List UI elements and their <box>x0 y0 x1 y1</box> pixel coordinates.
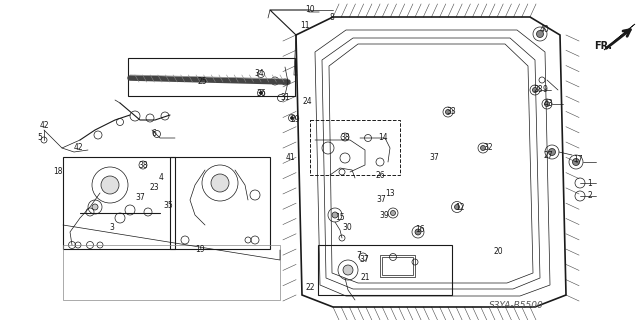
Text: FR.: FR. <box>594 41 612 51</box>
Text: 25: 25 <box>197 77 207 86</box>
Bar <box>170 157 270 249</box>
Circle shape <box>481 146 486 150</box>
Text: 8: 8 <box>330 13 334 22</box>
Text: 4: 4 <box>159 173 163 182</box>
Text: 30: 30 <box>342 223 352 233</box>
Text: 41: 41 <box>285 154 295 163</box>
Text: 18: 18 <box>53 167 63 177</box>
Text: 20: 20 <box>493 247 503 257</box>
Text: 1: 1 <box>588 179 593 188</box>
Bar <box>382 257 413 275</box>
Text: 36: 36 <box>256 89 266 98</box>
Text: 12: 12 <box>455 203 465 212</box>
Text: S3YA-B5500: S3YA-B5500 <box>488 300 543 309</box>
Text: 14: 14 <box>378 133 388 142</box>
Text: 39: 39 <box>379 211 389 220</box>
Text: 28: 28 <box>533 85 543 94</box>
Text: 33: 33 <box>446 108 456 116</box>
Text: 42: 42 <box>73 143 83 153</box>
Circle shape <box>454 204 460 210</box>
Text: 27: 27 <box>543 150 553 159</box>
Text: 24: 24 <box>302 98 312 107</box>
Text: 10: 10 <box>305 5 315 14</box>
Circle shape <box>92 204 98 210</box>
Text: 31: 31 <box>280 93 290 102</box>
Circle shape <box>259 92 262 94</box>
Text: 3: 3 <box>109 223 115 233</box>
Text: 26: 26 <box>375 171 385 180</box>
Circle shape <box>532 87 538 92</box>
Bar <box>318 245 452 295</box>
Text: 2: 2 <box>588 191 593 201</box>
Text: 40: 40 <box>540 26 550 35</box>
Bar <box>63 157 175 249</box>
Circle shape <box>536 30 543 37</box>
Text: 37: 37 <box>135 194 145 203</box>
Text: 7: 7 <box>356 251 362 260</box>
Text: 13: 13 <box>385 188 395 197</box>
Bar <box>310 120 400 175</box>
Text: 37: 37 <box>429 153 439 162</box>
Bar <box>63 245 280 300</box>
Text: 37: 37 <box>359 255 369 265</box>
Circle shape <box>211 174 229 192</box>
Circle shape <box>548 148 556 156</box>
Text: 38: 38 <box>340 132 350 141</box>
Text: 32: 32 <box>483 143 493 153</box>
Text: 17: 17 <box>573 156 583 164</box>
Text: 9: 9 <box>543 85 547 94</box>
Text: 11: 11 <box>300 21 310 30</box>
Circle shape <box>101 176 119 194</box>
Circle shape <box>343 265 353 275</box>
Text: 21: 21 <box>360 274 370 283</box>
Bar <box>128 58 295 96</box>
Circle shape <box>332 212 338 218</box>
Text: 37: 37 <box>376 196 386 204</box>
Circle shape <box>390 211 396 215</box>
Text: 35: 35 <box>163 201 173 210</box>
Text: 38: 38 <box>138 161 148 170</box>
Text: 16: 16 <box>415 226 425 235</box>
Bar <box>380 255 415 277</box>
Circle shape <box>445 109 451 115</box>
Polygon shape <box>604 24 635 50</box>
Circle shape <box>545 101 550 107</box>
Circle shape <box>573 158 579 165</box>
Circle shape <box>291 116 294 119</box>
Text: 43: 43 <box>544 99 554 108</box>
Text: 34: 34 <box>254 68 264 77</box>
Text: 15: 15 <box>335 213 345 222</box>
Text: 19: 19 <box>195 245 205 254</box>
Text: 23: 23 <box>149 182 159 191</box>
Text: 22: 22 <box>305 283 315 292</box>
Text: 29: 29 <box>290 116 300 124</box>
Text: 5: 5 <box>38 133 42 142</box>
Text: 42: 42 <box>39 122 49 131</box>
Circle shape <box>415 229 421 235</box>
Text: 6: 6 <box>152 129 156 138</box>
